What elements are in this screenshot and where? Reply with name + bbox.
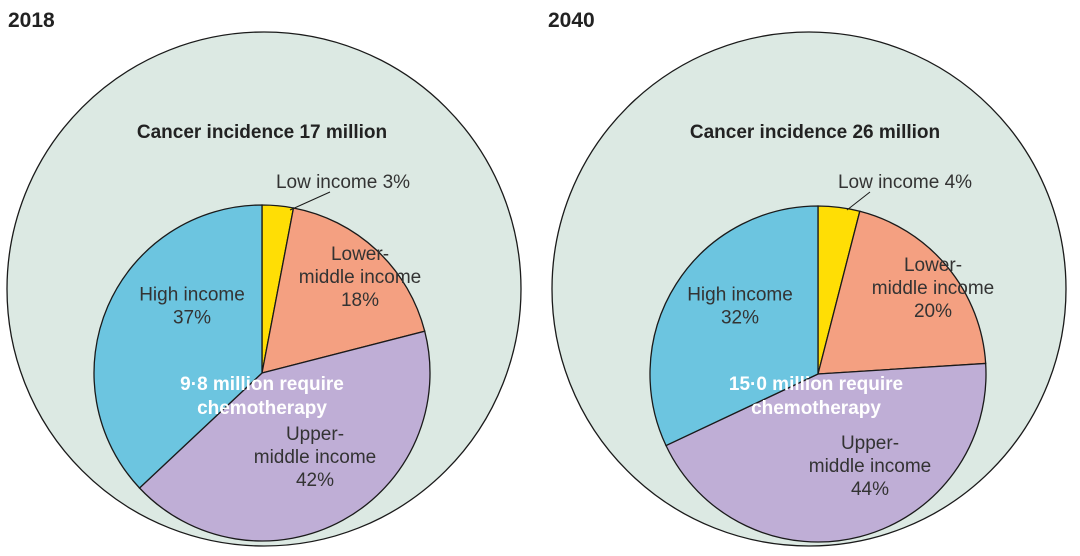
year-label: 2018 [8, 9, 55, 32]
slice-label-lower-middle-income: Lower-middle income 20% [872, 255, 995, 322]
year-label: 2040 [548, 9, 595, 32]
pie-slice-lower-middle-income [817, 210, 987, 375]
slice-label-low-income: Low income 3% [276, 172, 410, 193]
chart-panel-2018: Cancer incidence 17 million Low income 3%… [6, 9, 522, 547]
pie-slice-lower-middle-income [261, 207, 426, 374]
chart-title: Cancer incidence 26 million [690, 122, 940, 143]
center-annotation: 9·8 million require chemotherapy [180, 374, 344, 419]
slice-label-low-income: Low income 4% [838, 172, 972, 193]
slice-label-high-income: High income 32% [687, 285, 793, 329]
slice-label-upper-middle-income: Upper-middle income 42% [254, 424, 377, 491]
pie-chart-2018: Cancer incidence 17 million Low income 3%… [6, 31, 522, 547]
chart-panel-2040: Cancer incidence 26 million Low income 4%… [540, 0, 1080, 556]
slice-label-high-income: High income 37% [139, 285, 245, 329]
leader-line [846, 191, 871, 211]
chart-title: Cancer incidence 17 million [137, 122, 387, 143]
pie-slice-upper-middle-income [138, 330, 431, 542]
pie-chart-2040: Cancer incidence 26 million Low income 4%… [551, 31, 1067, 547]
slice-label-lower-middle-income: Lower-middle income 18% [299, 244, 422, 311]
pie-slice-high-income [93, 204, 263, 489]
slice-label-upper-middle-income: Upper-middle income 44% [809, 433, 932, 500]
leader-line [289, 191, 331, 211]
pie-slice-high-income [649, 205, 819, 447]
center-annotation: 15·0 million require chemotherapy [729, 374, 903, 419]
